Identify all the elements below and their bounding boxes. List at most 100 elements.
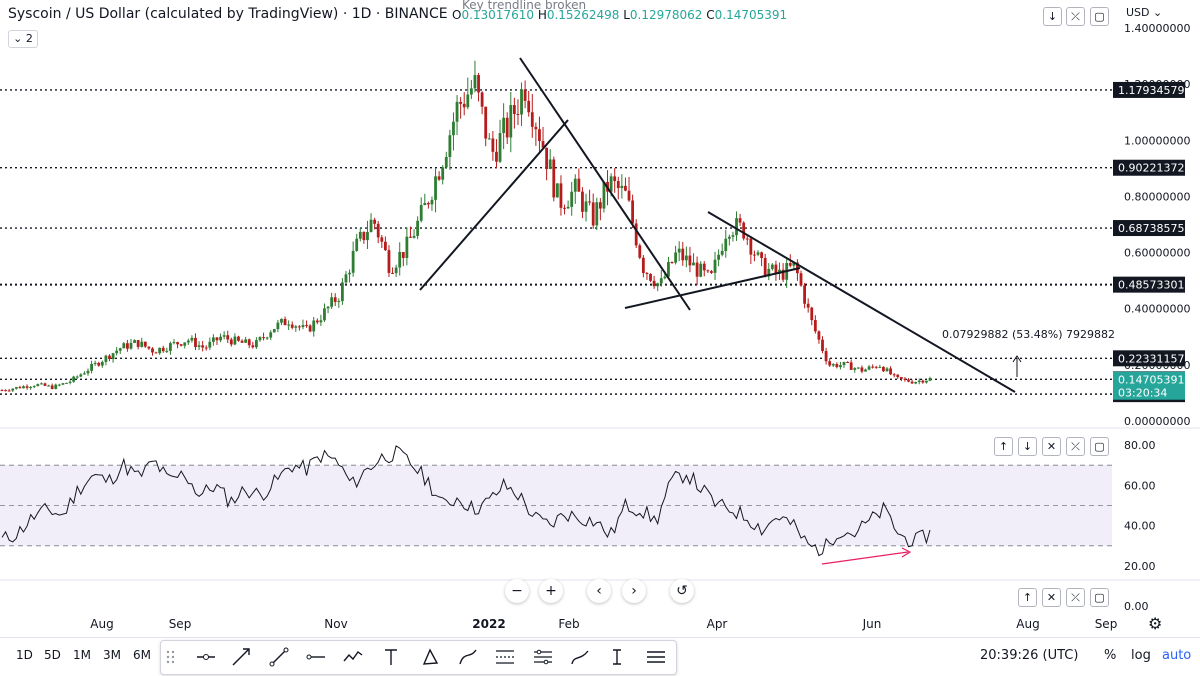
timeframe-5d[interactable]: 5D: [44, 648, 61, 662]
zoom-in-button[interactable]: +: [539, 579, 563, 603]
open-label: O: [452, 8, 462, 22]
candle-body: [699, 263, 703, 277]
maximize-pane-icon[interactable]: ▢: [1090, 7, 1109, 26]
candle-body: [147, 346, 151, 349]
candle-body: [340, 282, 344, 302]
candle-body: [158, 347, 162, 354]
candle-body: [22, 386, 25, 389]
candle-body: [437, 176, 441, 180]
drag-handle-icon[interactable]: [165, 645, 177, 669]
candle-body: [426, 203, 430, 205]
candle-body: [656, 283, 660, 287]
parallel-icon[interactable]: [531, 645, 555, 669]
move-up-icon[interactable]: ↑: [994, 437, 1013, 456]
candle-body: [383, 241, 387, 251]
candle-body: [380, 237, 384, 242]
time-tick-label: Aug: [1016, 617, 1039, 631]
utc-clock[interactable]: 20:39:26 (UTC): [980, 648, 1079, 663]
candle-body: [871, 366, 875, 368]
price-pane[interactable]: [0, 0, 1112, 428]
candle-body: [262, 337, 265, 339]
anchor-text-icon[interactable]: [607, 645, 631, 669]
trendline-down-2[interactable]: [707, 211, 1016, 393]
candle-body: [527, 100, 531, 113]
candle-body: [54, 384, 58, 389]
candle-body: [412, 235, 416, 238]
candle-body: [312, 320, 316, 332]
path-icon[interactable]: [341, 645, 365, 669]
candle-body: [631, 200, 635, 224]
symbol-title[interactable]: Syscoin / US Dollar (calculated by Tradi…: [8, 6, 448, 22]
close-pane-icon[interactable]: ✕: [1042, 588, 1061, 607]
candle-body: [620, 185, 624, 189]
rsi-pane[interactable]: [0, 445, 1112, 557]
high-label: H: [537, 8, 547, 22]
trendline-down-1[interactable]: [519, 57, 691, 311]
candle-body: [154, 352, 158, 354]
candle-body: [226, 335, 230, 340]
horizontal-line-icon[interactable]: [304, 645, 328, 669]
settings-gear-icon[interactable]: ⚙: [1148, 614, 1163, 633]
timeframe-1m[interactable]: 1M: [73, 648, 91, 662]
time-axis[interactable]: Aug Sep Nov 2022 Feb Apr Jun Aug Sep: [90, 617, 1117, 631]
timeframe-1d[interactable]: 1D: [16, 648, 33, 662]
candle-body: [430, 199, 434, 205]
candle-body: [161, 347, 165, 352]
candle-body: [215, 337, 219, 341]
candle-body: [821, 339, 824, 352]
collapse-pane-icon[interactable]: ⤫: [1066, 437, 1085, 456]
zoom-out-button[interactable]: −: [505, 579, 529, 603]
indicators-collapse-button[interactable]: ⌄ 2: [8, 30, 38, 48]
candle-body: [745, 238, 749, 240]
text-icon[interactable]: [379, 645, 403, 669]
arrow-icon[interactable]: [229, 645, 253, 669]
triangle-icon[interactable]: [418, 645, 442, 669]
move-up-icon[interactable]: ↑: [1018, 588, 1037, 607]
collapse-pane-icon[interactable]: ⤫: [1066, 7, 1085, 26]
trendline-support[interactable]: [624, 267, 801, 309]
close-pane-icon[interactable]: ✕: [1042, 437, 1061, 456]
candle-body: [917, 380, 921, 382]
percent-toggle[interactable]: %: [1104, 648, 1117, 663]
candle-body: [577, 178, 581, 192]
price-labels: 1.17934579 0.90221372 0.68738575 0.48573301…: [1113, 81, 1185, 403]
candle-body: [333, 297, 337, 303]
fib-icon[interactable]: [493, 645, 517, 669]
candle-body: [907, 379, 910, 382]
trend-line-icon[interactable]: [267, 645, 291, 669]
maximize-pane-icon[interactable]: ▢: [1090, 588, 1109, 607]
maximize-pane-icon[interactable]: ▢: [1090, 437, 1109, 456]
scroll-right-button[interactable]: ›: [622, 579, 646, 603]
candle-body: [828, 361, 832, 366]
horizontal-ray-icon[interactable]: [194, 645, 218, 669]
candle-body: [344, 274, 348, 283]
candle-body: [219, 336, 222, 341]
curve-icon[interactable]: [456, 645, 480, 669]
lines-icon[interactable]: [644, 645, 668, 669]
chart-area[interactable]: 1.400000001.200000001.000000000.80000000…: [0, 0, 1200, 637]
trendline-up[interactable]: [419, 119, 569, 291]
candle-body: [57, 384, 61, 386]
candle-body: [190, 337, 194, 341]
candle-body: [416, 220, 420, 236]
scroll-left-button[interactable]: ‹: [587, 579, 611, 603]
price-tick-label: 1.00000000: [1124, 134, 1190, 147]
candle-body: [609, 176, 613, 192]
candle-body: [627, 190, 631, 201]
candle-body: [724, 238, 728, 251]
move-down-icon[interactable]: ↓: [1043, 7, 1062, 26]
timeframe-6m[interactable]: 6M: [133, 648, 151, 662]
candle-body: [813, 320, 817, 332]
timeframe-3m[interactable]: 3M: [103, 648, 121, 662]
auto-toggle[interactable]: auto: [1162, 648, 1192, 663]
candle-body: [899, 377, 903, 379]
brush-icon[interactable]: [568, 645, 592, 669]
currency-selector[interactable]: USD ⌄: [1126, 6, 1163, 19]
reset-chart-button[interactable]: ↺: [670, 579, 694, 603]
collapse-pane-icon[interactable]: ⤫: [1066, 588, 1085, 607]
candle-body: [856, 367, 860, 369]
candle-body: [602, 181, 606, 209]
candle-body: [351, 250, 355, 273]
move-down-icon[interactable]: ↓: [1018, 437, 1037, 456]
log-toggle[interactable]: log: [1131, 648, 1151, 663]
